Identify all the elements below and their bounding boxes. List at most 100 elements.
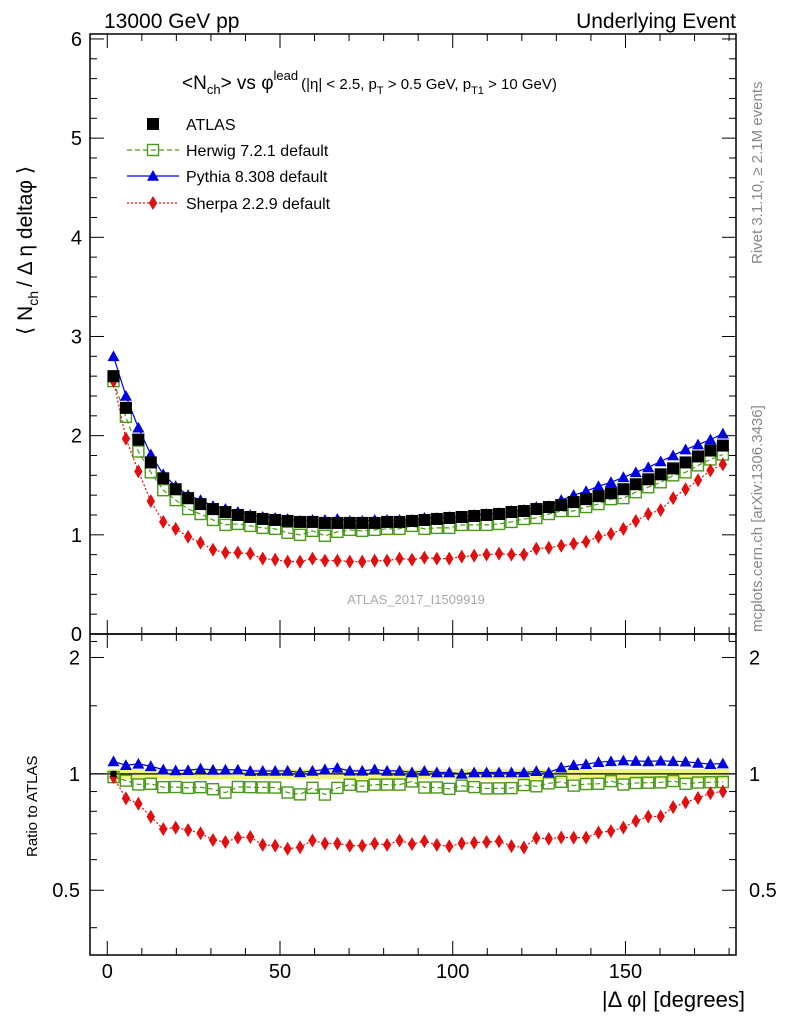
data-point-top: [494, 546, 504, 561]
data-point-top: [331, 516, 344, 529]
data-point-top: [159, 514, 168, 529]
data-point-top: [505, 506, 518, 519]
data-point-ratio: [132, 778, 145, 791]
y-tick-label-ratio-left: 2: [69, 647, 80, 669]
data-point-top: [157, 472, 170, 485]
data-point-ratio: [345, 838, 354, 853]
data-point-top: [644, 507, 653, 521]
data-point-ratio: [194, 762, 207, 774]
data-point-ratio: [157, 763, 170, 775]
series-sherpa-top: [109, 374, 728, 569]
data-point-ratio: [181, 781, 195, 795]
data-point-ratio: [443, 766, 456, 778]
data-point-top: [144, 456, 157, 469]
data-point-ratio: [219, 786, 232, 799]
x-tick-label: 150: [609, 961, 642, 983]
data-point-top: [169, 483, 182, 496]
data-point-ratio: [393, 778, 406, 791]
data-point-ratio: [258, 837, 267, 852]
data-point-ratio: [231, 763, 244, 775]
data-point-ratio: [233, 830, 243, 845]
data-point-ratio: [283, 841, 292, 856]
title-prefix: <N: [182, 73, 207, 94]
top-ylabel-a: ⟨ N: [14, 306, 37, 335]
data-point-ratio: [171, 820, 180, 835]
x-tick-label: 50: [269, 961, 291, 983]
data-point-ratio: [418, 764, 431, 776]
data-point-top: [468, 509, 481, 522]
data-point-top: [405, 514, 418, 527]
data-point-ratio: [517, 778, 531, 792]
legend-marker: [148, 196, 158, 210]
data-point-top: [194, 507, 207, 521]
data-point-top: [132, 433, 145, 446]
data-point-ratio: [368, 763, 381, 775]
data-point-top: [231, 508, 244, 521]
data-point-ratio: [221, 834, 230, 849]
x-tick-label: 0: [102, 961, 113, 983]
data-point-ratio: [579, 777, 593, 791]
ratio-panel-series: [107, 754, 730, 856]
data-point-ratio: [295, 840, 305, 855]
data-point-ratio: [306, 781, 319, 794]
data-point-top: [194, 498, 207, 511]
data-point-top: [233, 545, 243, 560]
data-point-ratio: [244, 780, 257, 794]
data-point-top: [443, 511, 456, 524]
data-point-ratio: [206, 763, 219, 775]
data-point-top: [631, 513, 641, 528]
data-point-top: [693, 473, 703, 488]
data-point-top: [107, 350, 120, 362]
data-point-ratio: [679, 755, 692, 767]
data-point-ratio: [356, 764, 369, 776]
y-tick-label-ratio-right: 1: [749, 764, 760, 786]
data-point-top: [281, 514, 294, 527]
data-point-ratio: [594, 825, 603, 840]
data-point-ratio: [420, 834, 429, 849]
data-point-top: [716, 439, 729, 452]
data-point-top: [343, 516, 356, 529]
data-point-top: [507, 547, 516, 562]
data-point-top: [258, 551, 267, 566]
data-point-top: [544, 540, 553, 555]
axis-ticks: [90, 34, 736, 955]
legend-entry: Sherpa 2.2.9 default: [127, 196, 331, 213]
data-point-ratio: [196, 826, 205, 841]
rivet-label: Rivet 3.1.10, ≥ 2.1M events: [749, 82, 766, 265]
data-point-ratio: [629, 776, 643, 790]
data-point-ratio: [469, 835, 479, 850]
data-point-top: [183, 529, 193, 544]
data-point-top: [318, 529, 332, 543]
legend-label: ATLAS: [186, 117, 236, 134]
data-point-top: [629, 466, 642, 478]
data-point-top: [706, 463, 715, 478]
data-point-ratio: [530, 780, 543, 793]
data-point-top: [393, 515, 406, 528]
data-point-ratio: [443, 782, 456, 796]
data-point-top: [381, 515, 394, 528]
data-point-ratio: [692, 756, 704, 768]
data-point-ratio: [244, 765, 257, 776]
data-point-ratio: [134, 796, 143, 811]
data-point-ratio: [617, 754, 630, 766]
data-point-top: [530, 503, 543, 516]
x-tick-label: 100: [436, 961, 469, 983]
data-point-top: [244, 510, 257, 523]
data-point-top: [270, 552, 280, 567]
legend: ATLAS Herwig 7.2.1 default Pythia 8.308 de…: [127, 117, 331, 213]
header-right-label: Underlying Event: [576, 10, 736, 33]
series-sherpa-ratio: [109, 770, 728, 856]
data-point-top: [581, 534, 591, 549]
data-point-ratio: [107, 755, 120, 767]
data-point-ratio: [644, 809, 653, 824]
legend-entry: Pythia 8.308 default: [127, 169, 328, 186]
data-point-ratio: [331, 781, 344, 795]
data-point-ratio: [691, 776, 705, 789]
data-point-ratio: [581, 830, 591, 845]
data-point-ratio: [480, 782, 493, 795]
data-point-top: [146, 494, 155, 509]
data-point-ratio: [667, 755, 680, 767]
data-point-top: [567, 496, 580, 509]
y-tick-label-top: 0: [71, 624, 82, 646]
